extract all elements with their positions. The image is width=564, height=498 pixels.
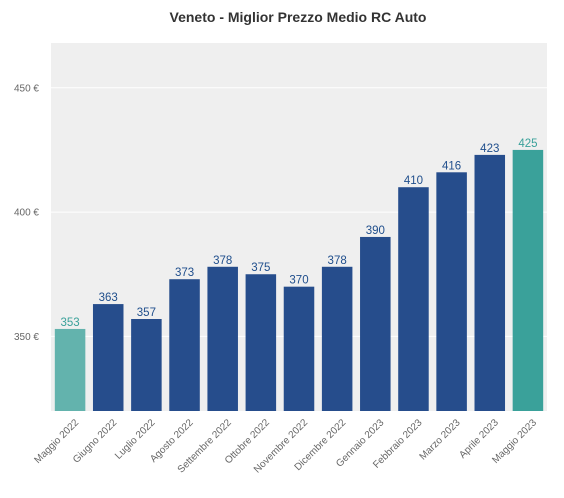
bar	[436, 172, 467, 411]
data-label: 390	[366, 225, 385, 237]
data-label: 353	[60, 317, 79, 329]
bar	[321, 266, 353, 411]
y-tick-label: 450 €	[14, 83, 39, 94]
bar	[131, 319, 162, 411]
data-label: 375	[251, 262, 270, 274]
chart-title: Veneto - Miglior Prezzo Medio RC Auto	[170, 9, 427, 25]
bar	[54, 328, 86, 411]
bar	[92, 304, 124, 411]
data-label: 425	[518, 138, 537, 150]
data-label: 416	[442, 160, 461, 172]
bar	[512, 149, 544, 411]
data-label: 373	[175, 267, 194, 279]
data-label: 410	[404, 175, 423, 187]
bar	[245, 274, 277, 411]
data-labels: 353 363 357 373 378 375 370 378 390 410 416 423 425	[60, 138, 537, 329]
data-label: 357	[137, 307, 156, 319]
bar	[360, 236, 391, 411]
bars	[54, 149, 544, 411]
bar	[283, 286, 315, 411]
bar	[474, 154, 506, 411]
bar	[207, 266, 238, 411]
y-tick-label: 350 €	[14, 332, 39, 343]
y-axis-ticks: 350 € 400 € 450 €	[14, 83, 39, 343]
bar	[398, 187, 429, 411]
data-label: 423	[480, 143, 499, 155]
x-tick-label: Marzo 2023	[418, 417, 463, 462]
data-label: 378	[213, 255, 232, 267]
data-label: 363	[99, 292, 118, 304]
bar	[169, 279, 200, 411]
data-label: 378	[328, 255, 347, 267]
y-tick-label: 400 €	[14, 208, 39, 219]
data-label: 370	[289, 275, 308, 287]
